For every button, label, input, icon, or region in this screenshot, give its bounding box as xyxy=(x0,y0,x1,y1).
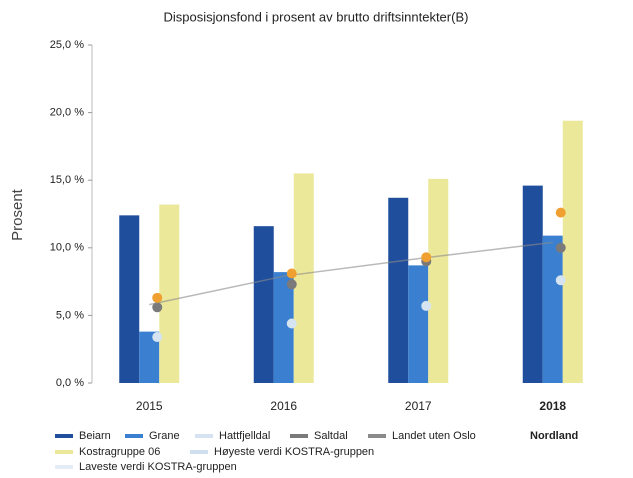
marker xyxy=(555,242,566,253)
marker xyxy=(286,279,297,290)
legend-label: Nordland xyxy=(530,430,578,442)
x-tick-label: 2015 xyxy=(136,399,163,413)
bar xyxy=(542,235,563,383)
legend-label: Landet uten Oslo xyxy=(392,430,476,442)
legend-label: Grane xyxy=(149,430,180,442)
y-axis-label: Prosent xyxy=(9,188,26,241)
legend-swatch xyxy=(195,434,213,438)
legend-swatch xyxy=(368,434,386,438)
y-tick-label: 5,0 % xyxy=(56,309,84,321)
y-tick-label: 20,0 % xyxy=(50,107,84,119)
bar xyxy=(388,197,409,383)
bar xyxy=(253,226,274,383)
marker xyxy=(421,252,432,263)
legend-label: Beiarn xyxy=(79,430,111,442)
bar xyxy=(273,272,294,383)
marker xyxy=(421,300,432,311)
bar xyxy=(293,173,314,383)
x-tick-label: 2018 xyxy=(539,399,566,413)
marker xyxy=(555,207,566,218)
bar xyxy=(562,120,583,383)
legend-swatch xyxy=(190,450,208,454)
legend-swatch xyxy=(55,450,73,454)
y-tick-label: 10,0 % xyxy=(50,242,84,254)
marker xyxy=(152,292,163,303)
legend-swatch xyxy=(55,434,73,438)
x-tick-label: 2016 xyxy=(270,399,297,413)
chart-title: Disposisjonsfond i prosent av brutto dri… xyxy=(164,9,469,24)
legend-label: Saltdal xyxy=(314,430,348,442)
marker xyxy=(555,275,566,286)
bar xyxy=(428,178,449,383)
legend-swatch xyxy=(125,434,143,438)
bar xyxy=(119,215,140,383)
bar xyxy=(159,204,180,383)
marker xyxy=(286,318,297,329)
marker xyxy=(152,302,163,313)
y-tick-label: 25,0 % xyxy=(50,39,84,51)
marker xyxy=(152,332,163,343)
legend-swatch xyxy=(290,434,308,438)
bar xyxy=(522,185,543,383)
legend-label: Høyeste verdi KOSTRA-gruppen xyxy=(214,446,374,458)
legend-label: Kostragruppe 06 xyxy=(79,446,160,458)
bar xyxy=(408,265,429,383)
legend-swatch xyxy=(55,465,73,469)
legend-label: Hattfjelldal xyxy=(219,430,270,442)
x-tick-label: 2017 xyxy=(405,399,432,413)
marker xyxy=(286,268,297,279)
bar xyxy=(139,331,160,383)
y-tick-label: 0,0 % xyxy=(56,377,84,389)
y-tick-label: 15,0 % xyxy=(50,174,84,186)
line xyxy=(149,241,553,306)
legend-label: Laveste verdi KOSTRA-gruppen xyxy=(79,461,237,473)
